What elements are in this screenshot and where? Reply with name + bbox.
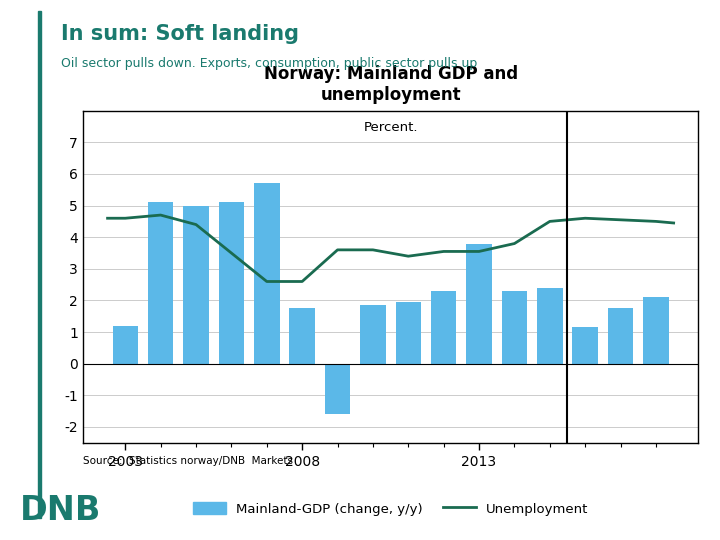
Bar: [360, 305, 386, 364]
Bar: [184, 206, 209, 364]
Bar: [395, 302, 421, 364]
Bar: [112, 326, 138, 364]
Bar: [289, 308, 315, 364]
Bar: [502, 291, 527, 364]
Text: In sum: Soft landing: In sum: Soft landing: [61, 24, 300, 44]
Bar: [537, 288, 562, 364]
Bar: [325, 364, 350, 414]
Text: DNB: DNB: [20, 494, 102, 526]
Bar: [572, 327, 598, 364]
Bar: [467, 244, 492, 364]
Text: Norway: Mainland GDP and
unemployment: Norway: Mainland GDP and unemployment: [264, 65, 518, 104]
Bar: [219, 202, 244, 364]
Text: Percent.: Percent.: [364, 120, 418, 134]
Bar: [254, 184, 279, 364]
Bar: [608, 308, 634, 364]
Text: Oil sector pulls down. Exports, consumption, public sector pulls up: Oil sector pulls down. Exports, consumpt…: [61, 57, 477, 70]
Text: Source:  Statistics norway/DNB  Markets: Source: Statistics norway/DNB Markets: [83, 456, 293, 467]
Bar: [148, 202, 174, 364]
Legend: Mainland-GDP (change, y/y), Unemployment: Mainland-GDP (change, y/y), Unemployment: [187, 497, 594, 521]
Bar: [431, 291, 456, 364]
Bar: [643, 298, 669, 364]
